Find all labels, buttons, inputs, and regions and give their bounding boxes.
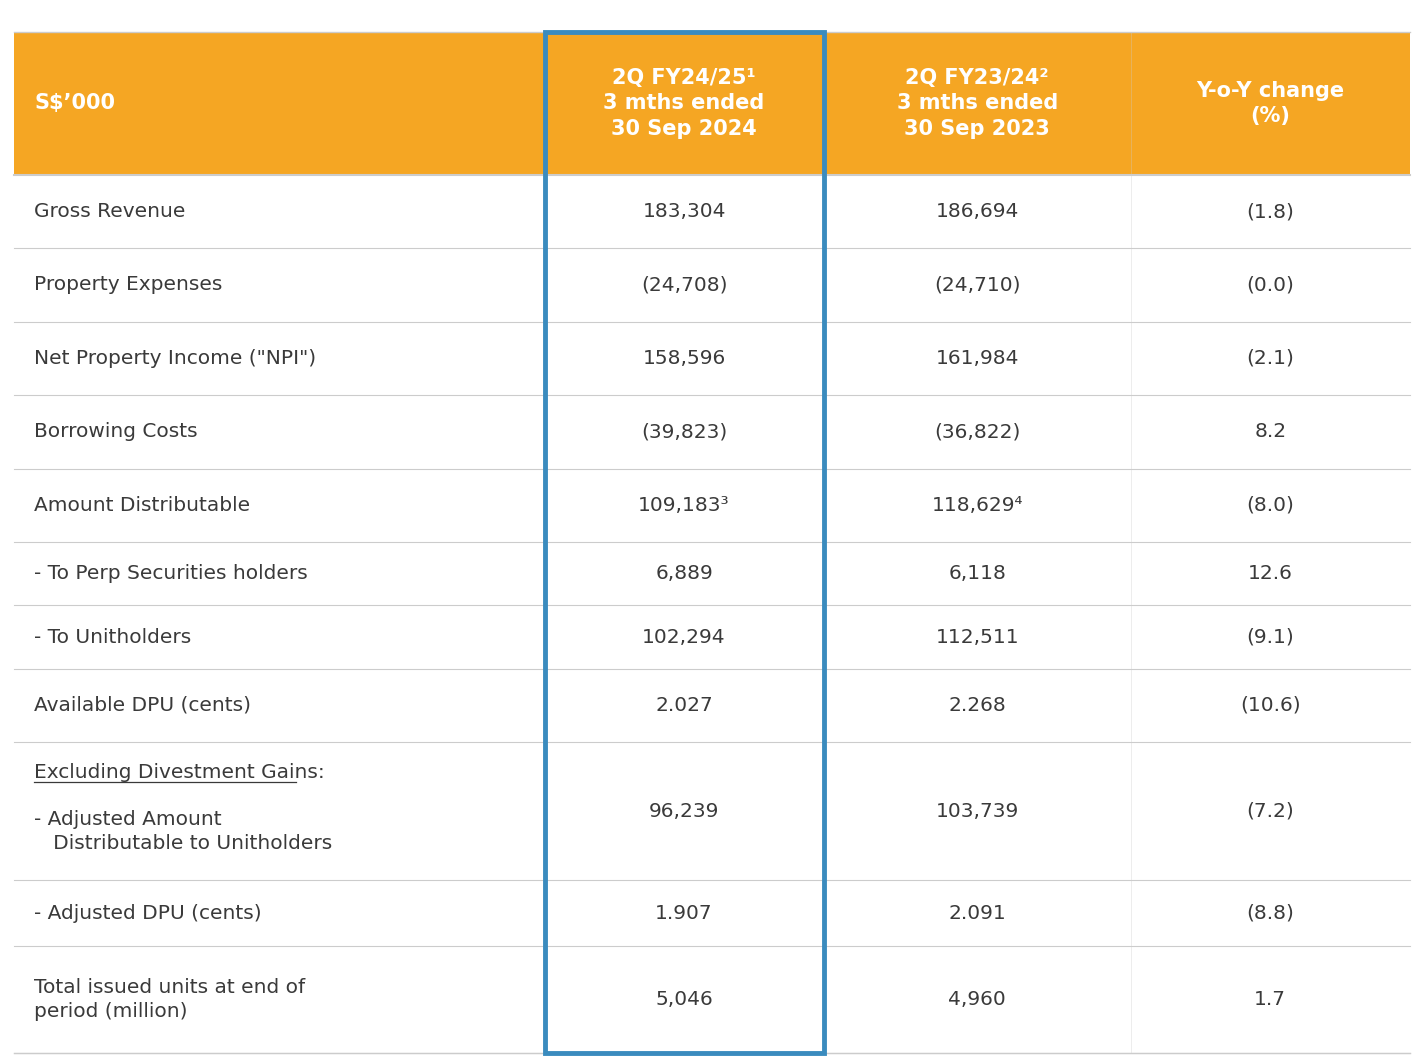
Text: Net Property Income ("NPI"): Net Property Income ("NPI") — [34, 349, 316, 368]
Text: Property Expenses: Property Expenses — [34, 276, 222, 295]
Text: (7.2): (7.2) — [1246, 801, 1294, 820]
Text: Total issued units at end of
period (million): Total issued units at end of period (mil… — [34, 978, 305, 1021]
Text: (8.8): (8.8) — [1246, 903, 1294, 922]
Text: Gross Revenue: Gross Revenue — [34, 202, 185, 221]
Text: S$’000: S$’000 — [34, 94, 115, 114]
Text: 186,694: 186,694 — [936, 202, 1018, 221]
Bar — [14, 880, 1410, 946]
Text: 2.027: 2.027 — [655, 696, 713, 715]
Text: Amount Distributable: Amount Distributable — [34, 496, 251, 515]
Text: (24,708): (24,708) — [641, 276, 728, 295]
Text: (39,823): (39,823) — [641, 422, 728, 442]
Text: (10.6): (10.6) — [1240, 696, 1300, 715]
Text: 2.091: 2.091 — [948, 903, 1005, 922]
Bar — [14, 468, 1410, 543]
Bar — [14, 248, 1410, 321]
Bar — [14, 174, 1410, 248]
Text: 2Q FY24/25¹
3 mths ended
30 Sep 2024: 2Q FY24/25¹ 3 mths ended 30 Sep 2024 — [604, 68, 765, 139]
Text: 158,596: 158,596 — [642, 349, 726, 368]
Bar — [544, 32, 823, 1053]
Text: Available DPU (cents): Available DPU (cents) — [34, 696, 251, 715]
Bar — [14, 395, 1410, 468]
Text: 12.6: 12.6 — [1247, 564, 1293, 583]
Text: 118,629⁴: 118,629⁴ — [931, 496, 1022, 515]
Text: - To Perp Securities holders: - To Perp Securities holders — [34, 564, 308, 583]
Text: - Adjusted DPU (cents): - Adjusted DPU (cents) — [34, 903, 262, 922]
Text: 6,118: 6,118 — [948, 564, 1007, 583]
Text: 2Q FY23/24²
3 mths ended
30 Sep 2023: 2Q FY23/24² 3 mths ended 30 Sep 2023 — [897, 68, 1058, 139]
Text: 183,304: 183,304 — [642, 202, 726, 221]
Text: - To Unitholders: - To Unitholders — [34, 628, 191, 647]
Text: 6,889: 6,889 — [655, 564, 713, 583]
Bar — [14, 321, 1410, 395]
Text: 1.907: 1.907 — [655, 903, 713, 922]
Text: 5,046: 5,046 — [655, 991, 713, 1010]
Text: 161,984: 161,984 — [936, 349, 1020, 368]
Text: 8.2: 8.2 — [1255, 422, 1286, 442]
Bar — [14, 742, 1410, 880]
Text: 109,183³: 109,183³ — [638, 496, 731, 515]
Text: (2.1): (2.1) — [1246, 349, 1294, 368]
Text: 96,239: 96,239 — [649, 801, 719, 820]
Text: 102,294: 102,294 — [642, 628, 726, 647]
Bar — [14, 32, 1410, 174]
Text: Borrowing Costs: Borrowing Costs — [34, 422, 198, 442]
Text: - Adjusted Amount
   Distributable to Unitholders: - Adjusted Amount Distributable to Unith… — [34, 810, 332, 853]
Bar — [14, 605, 1410, 668]
Text: (9.1): (9.1) — [1246, 628, 1294, 647]
Text: Y-o-Y change
(%): Y-o-Y change (%) — [1196, 81, 1344, 127]
Bar — [14, 543, 1410, 605]
Text: (36,822): (36,822) — [934, 422, 1021, 442]
Bar — [14, 946, 1410, 1053]
Text: 112,511: 112,511 — [936, 628, 1020, 647]
Text: (24,710): (24,710) — [934, 276, 1021, 295]
Text: (8.0): (8.0) — [1246, 496, 1294, 515]
Text: (0.0): (0.0) — [1246, 276, 1294, 295]
Text: 1.7: 1.7 — [1255, 991, 1286, 1010]
Text: 2.268: 2.268 — [948, 696, 1005, 715]
Bar — [14, 668, 1410, 742]
Text: Excluding Divestment Gains:: Excluding Divestment Gains: — [34, 763, 325, 782]
Text: 103,739: 103,739 — [936, 801, 1018, 820]
Text: 4,960: 4,960 — [948, 991, 1005, 1010]
Text: (1.8): (1.8) — [1246, 202, 1294, 221]
